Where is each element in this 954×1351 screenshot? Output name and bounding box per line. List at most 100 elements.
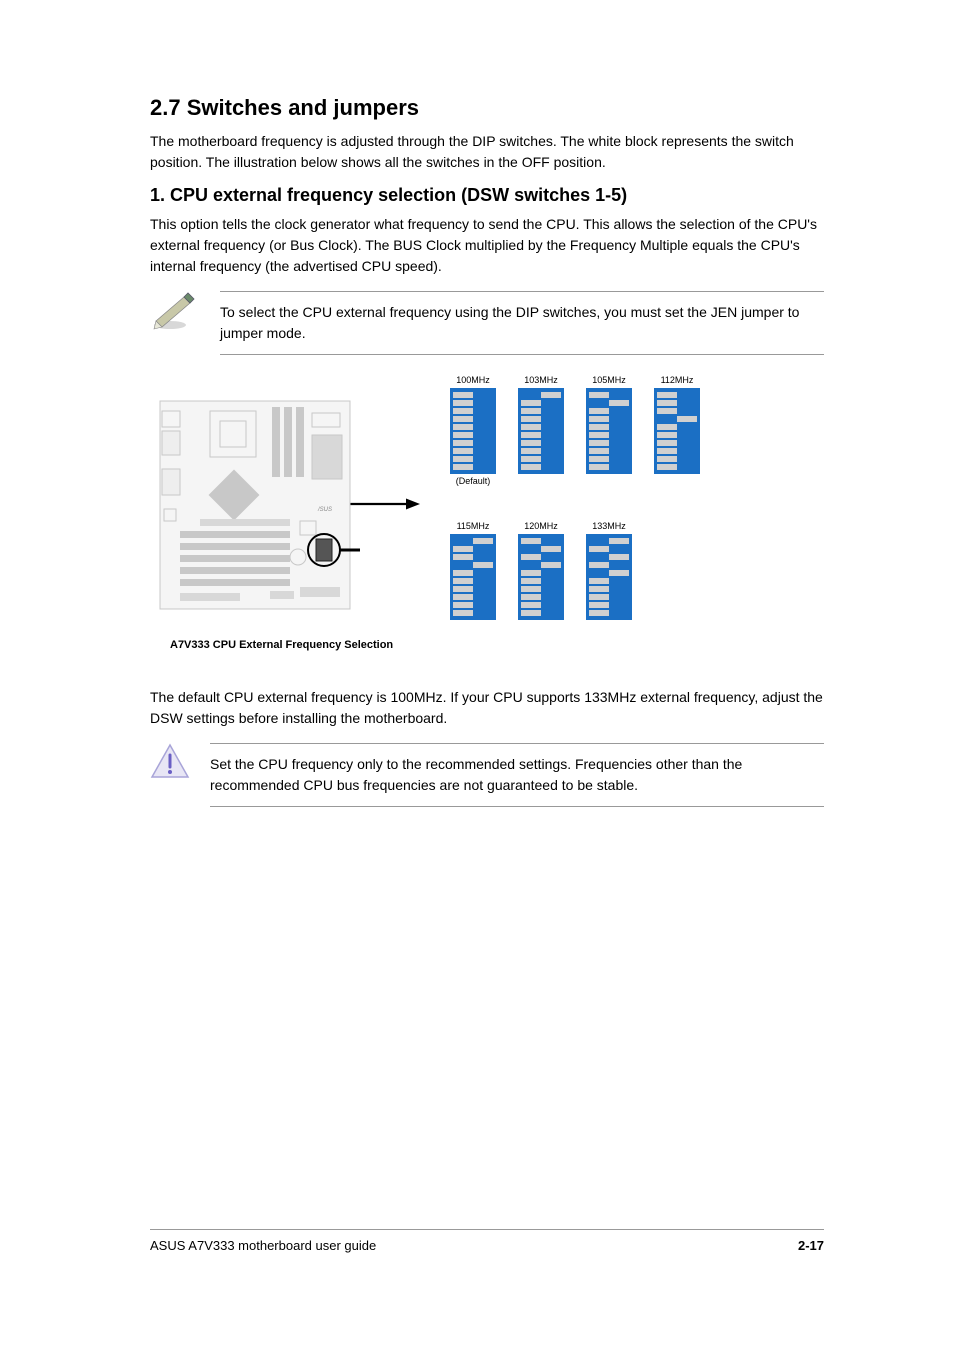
dip-switch [450, 388, 496, 474]
dip-switch-position [657, 400, 697, 406]
dip-freq-label: 103MHz [524, 375, 558, 386]
dip-switch-block: 103MHz [518, 375, 564, 487]
dip-default-label: (Default) [456, 476, 491, 487]
caution-block: Set the CPU frequency only to the recomm… [150, 743, 824, 807]
dip-switch-block: 115MHz [450, 521, 496, 633]
dip-switch-position [453, 424, 493, 430]
page-footer: ASUS A7V333 motherboard user guide 2-17 [150, 1229, 824, 1253]
pencil-note-icon [150, 291, 200, 336]
dip-switch-position [589, 546, 629, 552]
dip-switch-position [589, 416, 629, 422]
dip-switch-position [589, 578, 629, 584]
dip-switch-position [589, 538, 629, 544]
dip-switch-position [589, 594, 629, 600]
dip-switch-position [521, 586, 561, 592]
dip-switch-position [453, 562, 493, 568]
dip-switch-position [521, 570, 561, 576]
dip-freq-label: 112MHz [661, 375, 694, 386]
dip-switch-position [521, 448, 561, 454]
dip-switch-position [453, 610, 493, 616]
dip-switch-position [521, 464, 561, 470]
dip-switch-position [453, 602, 493, 608]
section-title: Switches and jumpers [187, 95, 419, 120]
dip-freq-label: 115MHz [457, 521, 490, 532]
dip-switch-position [589, 440, 629, 446]
dip-switch-position [589, 392, 629, 398]
note-block: To select the CPU external frequency usi… [150, 291, 824, 355]
dip-switch-position [657, 440, 697, 446]
dip-switch-position [453, 432, 493, 438]
manual-page: 2.7 Switches and jumpers The motherboard… [0, 0, 954, 1351]
dip-switch-position [521, 408, 561, 414]
dip-switch-position [521, 538, 561, 544]
dip-switch-position [657, 416, 697, 422]
diagram-caption: A7V333 CPU External Frequency Selection [170, 639, 824, 651]
dip-switch-position [521, 440, 561, 446]
dip-switch-position [657, 424, 697, 430]
dip-switch-position [453, 416, 493, 422]
dip-switch-position [521, 610, 561, 616]
dip-switch-position [521, 392, 561, 398]
dip-switch-position [589, 554, 629, 560]
dip-switch-position [453, 578, 493, 584]
dip-freq-label: 105MHz [592, 375, 626, 386]
dip-switch-position [453, 456, 493, 462]
dip-switch-position [453, 554, 493, 560]
dip-switch-position [453, 546, 493, 552]
dip-switch-position [589, 464, 629, 470]
dip-switch-position [521, 432, 561, 438]
dip-switch-position [453, 408, 493, 414]
dip-switch-position [453, 400, 493, 406]
dip-switch [654, 388, 700, 474]
intro-paragraph: The motherboard frequency is adjusted th… [150, 131, 824, 173]
dip-switch-position [657, 432, 697, 438]
warning-text: The default CPU external frequency is 10… [150, 687, 824, 729]
dip-switch-block: 133MHz [586, 521, 632, 633]
dip-switch-block: 100MHz(Default) [450, 375, 496, 487]
dip-switch-position [589, 432, 629, 438]
dip-switch-position [453, 440, 493, 446]
dip-switch-block: 105MHz [586, 375, 632, 487]
dip-switch [586, 534, 632, 620]
dip-switch-position [657, 392, 697, 398]
dip-switch-position [521, 416, 561, 422]
dip-switch-position [521, 546, 561, 552]
subsection-text: This option tells the clock generator wh… [150, 214, 824, 277]
dip-switch-position [589, 610, 629, 616]
dip-switch-position [521, 456, 561, 462]
dip-switch [586, 388, 632, 474]
dip-switch-position [521, 424, 561, 430]
dip-switch-position [453, 594, 493, 600]
arrow-icon [350, 494, 420, 514]
dip-switch-position [589, 400, 629, 406]
dip-switch-position [589, 408, 629, 414]
section-heading: 2.7 Switches and jumpers [150, 95, 824, 121]
dip-switch [450, 534, 496, 620]
dip-switch-grid: 100MHz(Default) 103MHz 105MHz 112MHz 115MHz… [450, 375, 700, 633]
note-text: To select the CPU external frequency usi… [220, 291, 824, 355]
dip-freq-label: 133MHz [592, 521, 626, 532]
caution-triangle-icon [150, 743, 190, 784]
dip-freq-label: 120MHz [524, 521, 558, 532]
dip-switch-position [453, 464, 493, 470]
dip-switch-position [453, 538, 493, 544]
dip-switch-position [521, 578, 561, 584]
dip-switch-position [521, 594, 561, 600]
dip-switch-position [521, 602, 561, 608]
dip-switch-position [589, 586, 629, 592]
dip-switch-position [453, 570, 493, 576]
dip-switch-position [521, 554, 561, 560]
footer-left: ASUS A7V333 motherboard user guide [150, 1238, 376, 1253]
dip-switch-position [589, 570, 629, 576]
dip-switch [518, 388, 564, 474]
dip-switch-position [589, 562, 629, 568]
dip-switch-position [657, 456, 697, 462]
dip-switch-position [589, 456, 629, 462]
footer-right: 2-17 [798, 1238, 824, 1253]
caution-text: Set the CPU frequency only to the recomm… [210, 743, 824, 807]
subsection-heading: 1. CPU external frequency selection (DSW… [150, 185, 824, 206]
dip-switch-position [589, 448, 629, 454]
dip-switch-position [453, 448, 493, 454]
dip-switch-position [453, 392, 493, 398]
dip-switch-block: 120MHz [518, 521, 564, 633]
